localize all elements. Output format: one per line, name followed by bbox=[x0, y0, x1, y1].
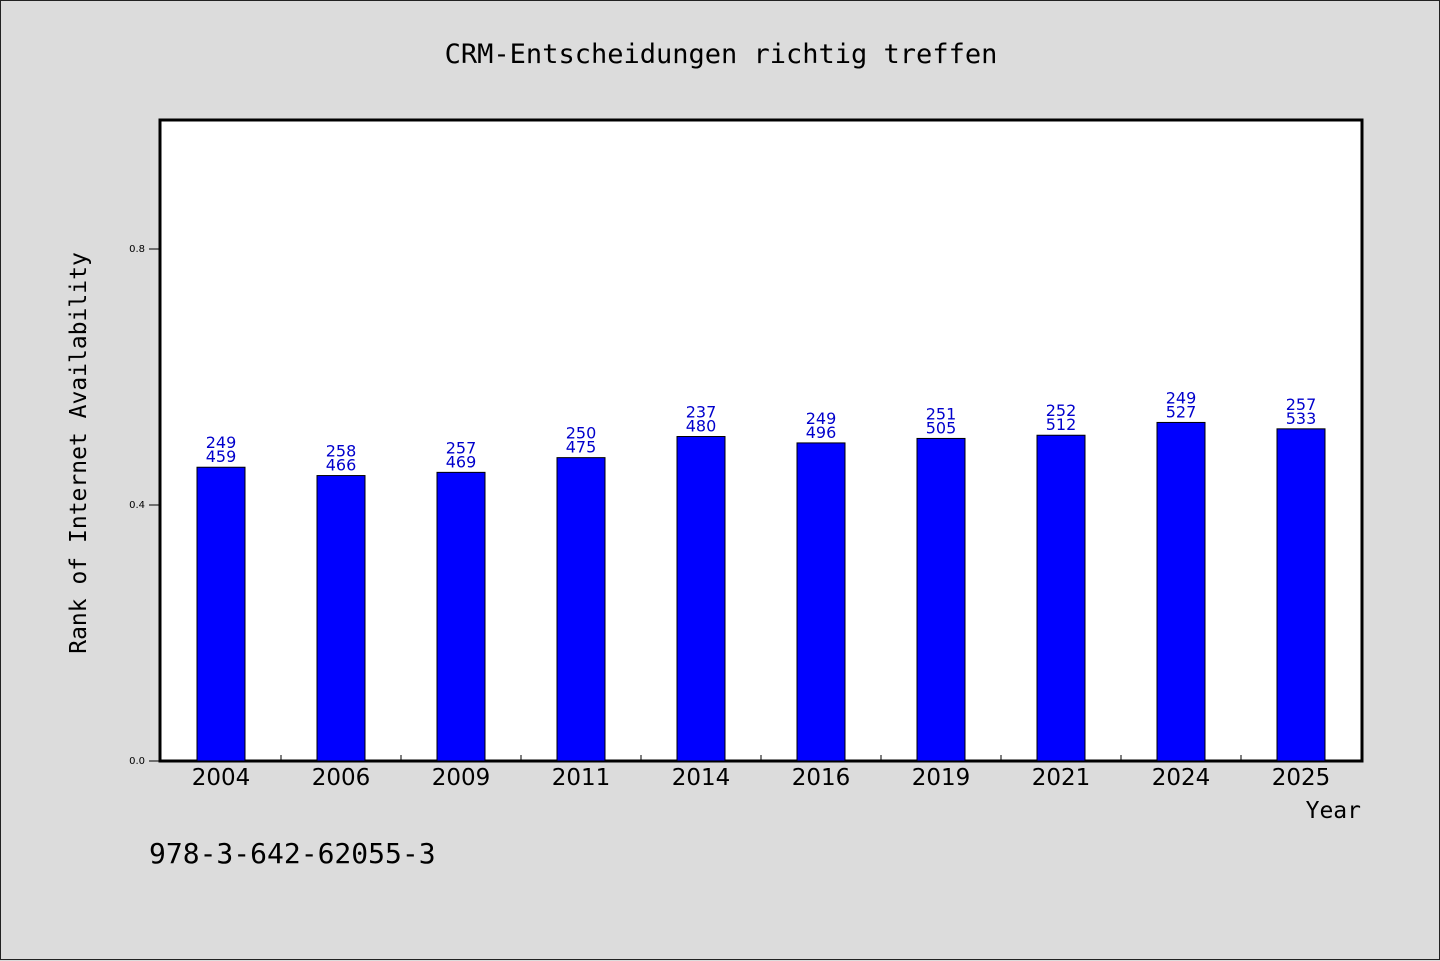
data-label-bottom-2004: 459 bbox=[206, 447, 237, 466]
x-ticks-group: 2004 2006 2009 2011 2014 2016 2019 2021 2024 2025 bbox=[192, 755, 1331, 791]
x-tick-label-2004: 2004 bbox=[192, 765, 251, 791]
x-tick-label-2016: 2016 bbox=[792, 765, 851, 791]
data-label-bottom-2016: 496 bbox=[806, 423, 837, 442]
bar-2014 bbox=[676, 436, 726, 762]
data-label-top-2016: 249 bbox=[806, 409, 837, 428]
x-tick-label-2011: 2011 bbox=[552, 765, 611, 791]
data-label-bottom-2021: 512 bbox=[1046, 415, 1077, 434]
bar-2011 bbox=[556, 457, 606, 762]
y-tick-label-0: 0.0 bbox=[129, 756, 145, 767]
data-label-bottom-2011: 475 bbox=[566, 438, 597, 457]
bar-2004 bbox=[196, 466, 246, 762]
isbn-footnote: 978-3-642-62055-3 bbox=[149, 837, 436, 870]
x-tick-label-2009: 2009 bbox=[432, 765, 491, 791]
bar-2025 bbox=[1276, 428, 1326, 762]
x-tick-label-2024: 2024 bbox=[1152, 765, 1211, 791]
bar-2021 bbox=[1036, 434, 1086, 762]
data-label-top-2025: 257 bbox=[1286, 395, 1317, 414]
x-tick-label-2014: 2014 bbox=[672, 765, 731, 791]
data-label-top-2011: 250 bbox=[566, 424, 597, 443]
data-label-top-2014: 237 bbox=[686, 403, 717, 422]
y-axis-label: Rank of Internet Availability bbox=[66, 252, 92, 654]
data-label-bottom-2024: 527 bbox=[1166, 402, 1197, 421]
x-tick-label-2019: 2019 bbox=[912, 765, 971, 791]
chart-title: CRM-Entscheidungen richtig treffen bbox=[445, 39, 998, 70]
bar-2016 bbox=[796, 442, 846, 762]
data-label-top-2006: 258 bbox=[326, 442, 357, 461]
data-label-bottom-2025: 533 bbox=[1286, 409, 1317, 428]
x-axis-label: Year bbox=[1306, 798, 1361, 824]
data-label-top-2004: 249 bbox=[206, 433, 237, 452]
data-label-bottom-2006: 466 bbox=[326, 456, 357, 475]
data-label-top-2021: 252 bbox=[1046, 401, 1077, 420]
bar-2024 bbox=[1156, 421, 1206, 762]
x-tick-label-2025: 2025 bbox=[1272, 765, 1331, 791]
data-label-top-2024: 249 bbox=[1166, 388, 1197, 407]
data-label-bottom-2014: 480 bbox=[686, 417, 717, 436]
bar-2006 bbox=[316, 475, 366, 762]
bar-2019 bbox=[916, 437, 966, 762]
x-tick-label-2006: 2006 bbox=[312, 765, 371, 791]
y-ticks-group: 0.0 0.4 0.8 bbox=[129, 244, 161, 767]
x-tick-label-2021: 2021 bbox=[1032, 765, 1091, 791]
bar-2009 bbox=[436, 471, 486, 762]
data-label-bottom-2009: 469 bbox=[446, 452, 477, 471]
y-tick-label-1: 0.4 bbox=[129, 500, 145, 511]
data-label-top-2019: 251 bbox=[926, 404, 957, 423]
y-tick-label-2: 0.8 bbox=[129, 244, 145, 255]
data-label-top-2009: 257 bbox=[446, 438, 477, 457]
data-label-bottom-2019: 505 bbox=[926, 418, 957, 437]
